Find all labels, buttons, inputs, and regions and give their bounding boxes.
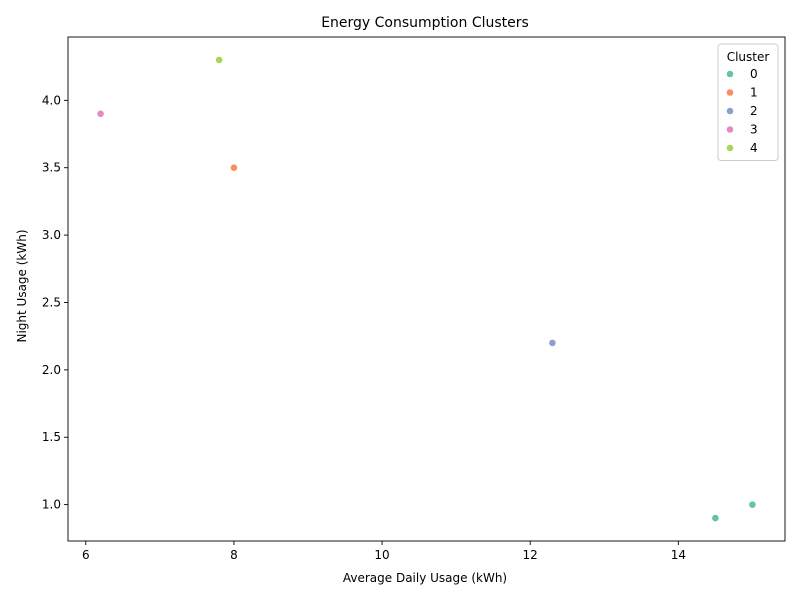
y-tick-label: 4.0 (42, 93, 61, 107)
data-point-cluster-1 (230, 163, 238, 172)
legend-label: 4 (750, 141, 758, 155)
y-tick-label: 3.5 (42, 161, 61, 175)
data-point-cluster-3 (96, 109, 105, 118)
legend-label: 2 (750, 104, 758, 118)
y-axis-label: Night Usage (kWh) (15, 229, 29, 342)
data-point-cluster-2 (548, 339, 557, 347)
legend-label: 0 (750, 67, 758, 81)
legend: Cluster 0 1 2 3 4 (717, 43, 779, 161)
legend-marker-cluster-3 (726, 125, 734, 134)
x-tick-label: 8 (230, 548, 238, 562)
legend-marker-cluster-2 (726, 107, 734, 115)
legend-label: 3 (750, 123, 758, 137)
data-point-cluster-4 (215, 56, 224, 64)
data-point-cluster-0 (748, 500, 757, 509)
y-tick-label: 1.0 (42, 498, 61, 512)
y-tick-label: 2.5 (42, 295, 61, 309)
data-point-cluster-0 (711, 514, 720, 522)
plot-frame (67, 36, 786, 542)
y-tick-label: 3.0 (42, 228, 61, 242)
y-tick-label: 2.0 (42, 363, 61, 377)
legend-title: Cluster (727, 50, 770, 64)
plot-area: 6 8 10 12 141.01.52.02.53.03.54.0 (42, 36, 786, 562)
legend-marker-cluster-1 (726, 88, 734, 97)
x-tick-label: 12 (523, 548, 538, 562)
legend-marker-cluster-4 (726, 144, 734, 152)
chart-title: Energy Consumption Clusters (321, 15, 529, 31)
x-tick-label: 14 (671, 548, 686, 562)
legend-marker-cluster-0 (726, 70, 734, 78)
y-tick-label: 1.5 (42, 430, 61, 444)
legend-label: 1 (750, 86, 758, 100)
x-tick-label: 10 (374, 548, 389, 562)
x-axis-label: Average Daily Usage (kWh) (343, 571, 507, 585)
x-tick-label: 6 (82, 548, 90, 562)
